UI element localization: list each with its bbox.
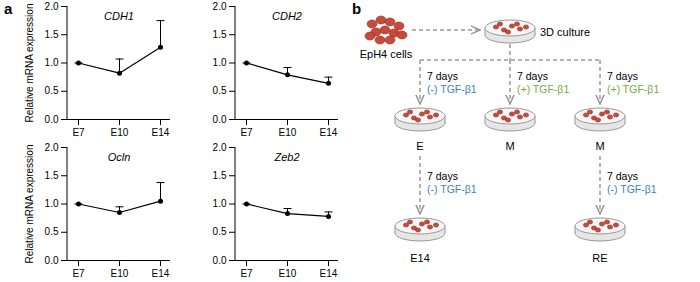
svg-text:0.5: 0.5 <box>213 85 227 96</box>
svg-text:2.0: 2.0 <box>213 1 227 12</box>
svg-text:1.5: 1.5 <box>213 29 227 40</box>
svg-text:0.0: 0.0 <box>213 114 227 125</box>
svg-text:0.5: 0.5 <box>45 85 59 96</box>
svg-text:E10: E10 <box>111 268 129 279</box>
svg-text:0.0: 0.0 <box>213 255 227 266</box>
svg-text:E7: E7 <box>72 268 85 279</box>
svg-text:0.5: 0.5 <box>45 226 59 237</box>
svg-text:E14: E14 <box>152 268 170 279</box>
svg-text:2.0: 2.0 <box>45 142 59 153</box>
svg-text:E14: E14 <box>320 268 338 279</box>
svg-text:CDH2: CDH2 <box>272 10 302 22</box>
svg-text:2.0: 2.0 <box>45 1 59 12</box>
svg-text:1.0: 1.0 <box>45 57 59 68</box>
svg-text:7 days: 7 days <box>517 70 548 82</box>
html-text:a: a <box>4 0 13 17</box>
svg-text:E10: E10 <box>279 127 297 138</box>
svg-text:0.0: 0.0 <box>45 114 59 125</box>
svg-text:RE: RE <box>592 252 607 264</box>
svg-text:E: E <box>416 140 423 152</box>
svg-text:E14: E14 <box>152 127 170 138</box>
svg-text:1.0: 1.0 <box>213 198 227 209</box>
svg-text:1.5: 1.5 <box>213 170 227 181</box>
svg-text:1.0: 1.0 <box>45 198 59 209</box>
svg-text:3D culture: 3D culture <box>540 26 590 38</box>
svg-text:1.5: 1.5 <box>45 29 59 40</box>
svg-text:Relative mRNA expression: Relative mRNA expression <box>24 4 35 123</box>
svg-text:7 days: 7 days <box>607 70 638 82</box>
svg-text:1.0: 1.0 <box>213 57 227 68</box>
svg-text:2.0: 2.0 <box>213 142 227 153</box>
svg-text:(-) TGF-β1: (-) TGF-β1 <box>427 183 477 195</box>
svg-text:M: M <box>595 140 604 152</box>
svg-text:0.0: 0.0 <box>45 255 59 266</box>
svg-text:7 days: 7 days <box>427 170 458 182</box>
svg-text:7 days: 7 days <box>427 70 458 82</box>
svg-text:E10: E10 <box>279 268 297 279</box>
svg-text:7 days: 7 days <box>607 170 638 182</box>
svg-text:Ocln: Ocln <box>108 151 131 163</box>
svg-text:M: M <box>505 140 514 152</box>
svg-text:(-) TGF-β1: (-) TGF-β1 <box>427 83 477 95</box>
svg-text:E7: E7 <box>240 268 253 279</box>
svg-text:Relative mRNA expression: Relative mRNA expression <box>24 145 35 264</box>
svg-text:E14: E14 <box>410 252 430 264</box>
svg-text:E7: E7 <box>72 127 85 138</box>
svg-text:EpH4 cells: EpH4 cells <box>360 48 413 60</box>
svg-text:0.5: 0.5 <box>213 226 227 237</box>
svg-text:(+) TGF-β1: (+) TGF-β1 <box>517 83 569 95</box>
svg-text:(-) TGF-β1: (-) TGF-β1 <box>607 183 657 195</box>
svg-text:Zeb2: Zeb2 <box>273 151 299 163</box>
svg-text:(+) TGF-β1: (+) TGF-β1 <box>607 83 659 95</box>
svg-text:CDH1: CDH1 <box>104 10 134 22</box>
svg-text:E7: E7 <box>240 127 253 138</box>
svg-text:E10: E10 <box>111 127 129 138</box>
html-text:b: b <box>352 0 362 17</box>
svg-text:E14: E14 <box>320 127 338 138</box>
svg-text:1.5: 1.5 <box>45 170 59 181</box>
